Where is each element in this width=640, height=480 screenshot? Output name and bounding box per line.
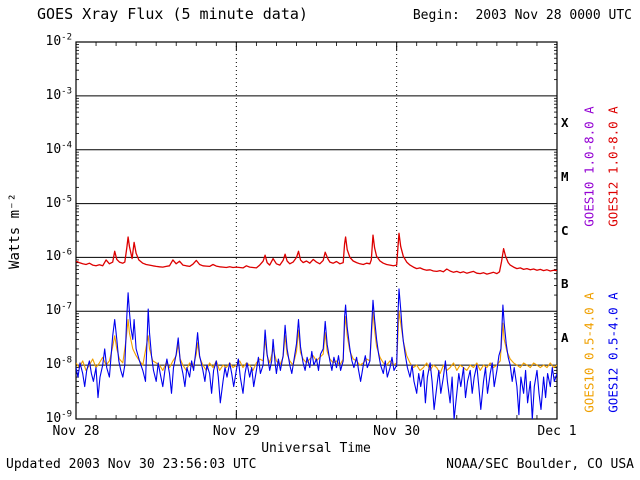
y-tick-label: 10-3 bbox=[45, 86, 73, 103]
flare-class-label: C bbox=[561, 222, 569, 238]
x-tick-label: Dec 1 bbox=[537, 424, 577, 439]
y-tick-label: 10-5 bbox=[45, 194, 73, 211]
trace-goes12-0-5-4-0-a bbox=[76, 288, 557, 419]
y-tick-label: 10-4 bbox=[45, 140, 73, 157]
plot-frame bbox=[75, 41, 558, 420]
x-axis-title: Universal Time bbox=[261, 441, 371, 456]
y-tick-label: 10-9 bbox=[45, 409, 73, 426]
trace-goes10-0-5-4-0-a bbox=[76, 310, 557, 375]
y-tick-label: 10-7 bbox=[45, 301, 73, 319]
flare-class-label: X bbox=[561, 114, 569, 130]
x-tick-label: Nov 29 bbox=[212, 424, 260, 439]
y-axis-title: Watts m⁻² bbox=[7, 193, 23, 269]
flare-class-label: A bbox=[561, 330, 569, 346]
legend-label: GOES12 1.0-8.0 A bbox=[605, 106, 621, 227]
source-attribution: NOAA/SEC Boulder, CO USA bbox=[446, 457, 634, 472]
chart-title: GOES Xray Flux (5 minute data) bbox=[37, 5, 308, 23]
flare-class-label: M bbox=[561, 168, 569, 184]
x-tick-label: Nov 30 bbox=[373, 424, 421, 439]
legend-label: GOES10 1.0-8.0 A bbox=[581, 106, 597, 227]
begin-time-label: Begin: 2003 Nov 28 0000 UTC bbox=[412, 8, 632, 23]
updated-timestamp: Updated 2003 Nov 30 23:56:03 UTC bbox=[6, 457, 257, 472]
y-tick-label: 10-6 bbox=[45, 248, 73, 265]
y-tick-label: 10-2 bbox=[45, 32, 73, 49]
flare-class-label: B bbox=[561, 276, 569, 292]
trace-goes12-1-0-8-0-a bbox=[76, 232, 557, 275]
x-tick-label: Nov 28 bbox=[52, 424, 100, 439]
legend-label: GOES12 0.5-4.0 A bbox=[605, 292, 621, 413]
legend-label: GOES10 0.5-4.0 A bbox=[581, 292, 597, 413]
y-tick-label: 10-8 bbox=[45, 355, 73, 373]
